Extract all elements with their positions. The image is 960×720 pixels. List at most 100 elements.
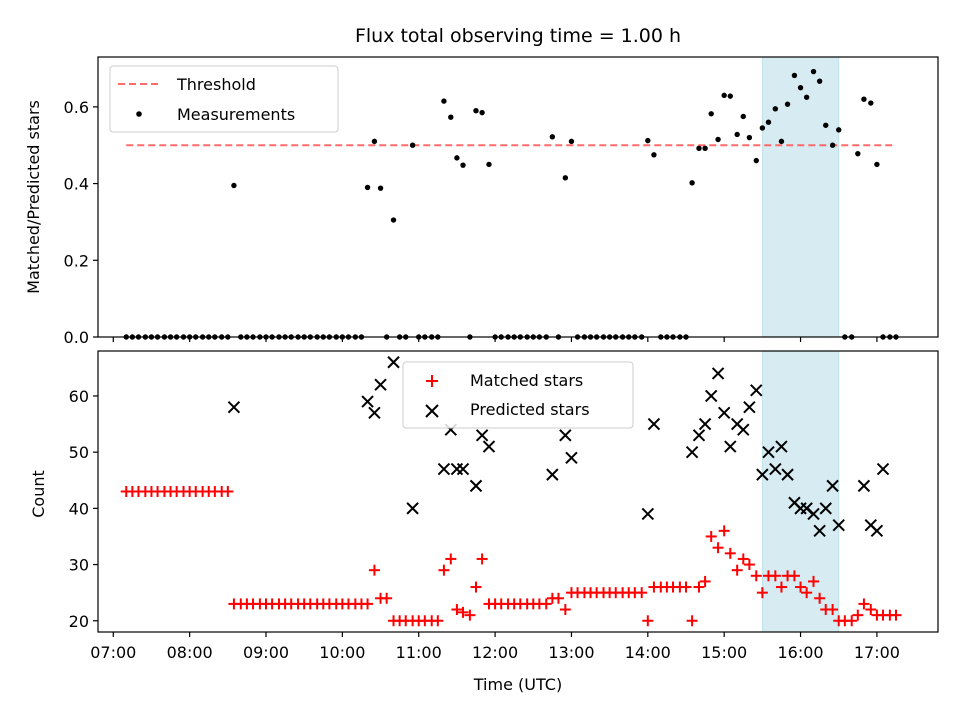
measurement-point	[791, 72, 798, 79]
matched-point	[769, 570, 781, 582]
legend-matched-swatch	[426, 375, 438, 387]
matched-point	[743, 559, 755, 571]
measurement-point	[765, 119, 772, 125]
matched-point	[718, 525, 730, 537]
x-tick-label: 13:00	[548, 643, 594, 662]
measurement-point	[861, 96, 867, 102]
measurement-point	[568, 138, 575, 145]
matched-point	[801, 587, 813, 599]
matched-point	[795, 581, 807, 593]
matched-point	[846, 615, 858, 627]
predicted-point	[456, 462, 470, 476]
predicted-point	[737, 423, 750, 436]
chart-title: Flux total observing time = 1.00 h	[355, 25, 681, 47]
y-tick-label: 0.4	[64, 175, 89, 194]
panel-ratio: 0.0 0.2 0.4 0.6 Matched/Predicted stars Thr…	[24, 56, 939, 347]
predicted-point	[546, 468, 559, 481]
matched-point	[750, 570, 762, 582]
predicted-point	[685, 445, 699, 459]
predicted-point	[724, 440, 737, 453]
measurement-point	[816, 78, 823, 84]
predicted-point	[756, 468, 769, 481]
matched-point	[712, 542, 724, 554]
predicted-point	[482, 440, 496, 453]
x-tick-label: 15:00	[701, 643, 747, 662]
matched-point	[540, 598, 552, 610]
measurement-point	[855, 150, 861, 157]
matched-point	[464, 609, 476, 621]
measurement-point	[460, 162, 466, 168]
measurement-point	[740, 113, 746, 120]
measurement-point	[364, 184, 371, 191]
measurement-point	[803, 94, 810, 100]
matched-point	[686, 615, 698, 627]
matched-point	[438, 564, 450, 576]
measurement-point	[868, 100, 874, 106]
y-tick-label: 50	[69, 443, 89, 462]
measurement-point	[448, 114, 454, 120]
measurement-point	[454, 155, 460, 161]
matched-point	[756, 587, 768, 599]
matched-point	[368, 564, 380, 576]
x-tick-label: 14:00	[625, 643, 671, 662]
predicted-point	[870, 524, 884, 538]
highlight-span	[761, 56, 840, 338]
y-tick-label: 40	[69, 499, 89, 518]
panel-frame	[97, 56, 939, 338]
y-tick-label: 0.6	[64, 98, 89, 117]
predicted-point	[711, 367, 725, 380]
predicted-point	[565, 451, 578, 464]
predicted-point	[769, 462, 782, 476]
measurement-point	[746, 134, 753, 141]
measurement-point	[721, 92, 727, 99]
measurement-point	[836, 127, 842, 133]
matched-point	[852, 609, 864, 621]
x-tick-label: 10:00	[319, 643, 365, 662]
measurement-point	[486, 161, 492, 168]
predicted-point	[475, 429, 489, 442]
panel-frame	[97, 350, 939, 633]
x-tick-label: 17:00	[854, 643, 900, 662]
predicted-point	[559, 429, 572, 442]
x-axis-ticks: 07:00 08:00 09:00 10:00 11:00 12:00 13:00 14:00…	[90, 632, 900, 662]
measurement-point	[759, 125, 766, 131]
measurement-point	[651, 152, 657, 158]
matched-point	[476, 553, 488, 565]
y-tick-label: 0.0	[64, 328, 89, 347]
y-tick-label: 0.2	[64, 251, 89, 270]
y-axis-ticks: 0.0 0.2 0.4 0.6	[64, 98, 98, 347]
predicted-point	[857, 479, 871, 493]
predicted-point	[832, 519, 845, 532]
predicted-point	[717, 406, 731, 420]
measurement-point	[734, 131, 740, 138]
predicted-point	[387, 356, 400, 369]
y-tick-label: 20	[69, 612, 89, 631]
measurement-point	[562, 175, 569, 181]
predicted-point	[450, 462, 464, 476]
measurement-point	[753, 157, 759, 164]
matched-point	[731, 564, 743, 576]
measurement-point	[727, 93, 733, 99]
legend-measurements-swatch	[136, 111, 142, 117]
measurement-point	[715, 136, 721, 143]
y-axis-label: Count	[29, 470, 48, 518]
predicted-point	[698, 417, 712, 431]
x-axis-ticks	[112, 337, 878, 342]
matched-point	[814, 592, 826, 604]
matched-point	[470, 581, 482, 593]
predicted-point	[406, 502, 419, 515]
matched-point	[457, 606, 469, 618]
measurement-point	[377, 185, 384, 191]
predicted-point	[813, 524, 826, 538]
matched-point	[552, 592, 564, 604]
predicted-point	[819, 502, 832, 515]
predicted-point	[227, 400, 241, 414]
matched-point	[559, 604, 571, 616]
measurement-point	[778, 138, 785, 145]
matched-point	[705, 530, 717, 542]
legend: Threshold Measurements	[109, 65, 339, 133]
predicted-point	[743, 400, 756, 414]
legend-predicted-swatch	[425, 404, 439, 418]
measurement-point	[874, 161, 880, 168]
measurement-point	[231, 182, 237, 189]
